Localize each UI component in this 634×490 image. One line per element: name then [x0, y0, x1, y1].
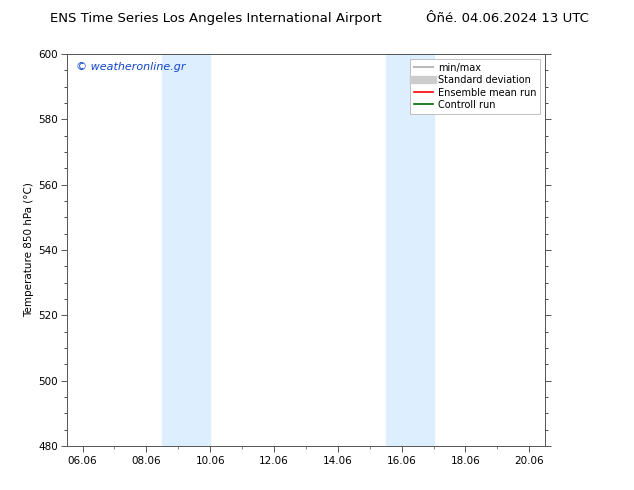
Legend: min/max, Standard deviation, Ensemble mean run, Controll run: min/max, Standard deviation, Ensemble me…: [410, 59, 540, 114]
Bar: [162, 54, 210, 446]
Text: Ôñé. 04.06.2024 13 UTC: Ôñé. 04.06.2024 13 UTC: [426, 12, 588, 25]
Text: © weatheronline.gr: © weatheronline.gr: [76, 62, 186, 72]
Bar: [385, 54, 434, 446]
Text: ENS Time Series Los Angeles International Airport: ENS Time Series Los Angeles Internationa…: [49, 12, 382, 25]
Y-axis label: Temperature 850 hPa (°C): Temperature 850 hPa (°C): [24, 182, 34, 318]
